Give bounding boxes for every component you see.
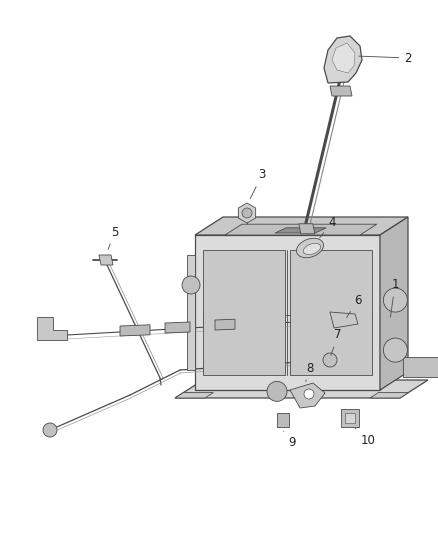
Polygon shape [332, 43, 355, 73]
Polygon shape [370, 393, 408, 398]
Text: 6: 6 [346, 294, 362, 318]
Polygon shape [330, 86, 352, 96]
Polygon shape [225, 224, 377, 235]
Circle shape [242, 208, 252, 218]
Circle shape [323, 353, 337, 367]
Polygon shape [175, 393, 213, 398]
Ellipse shape [297, 238, 324, 258]
Circle shape [267, 382, 287, 401]
Polygon shape [175, 380, 428, 398]
Circle shape [182, 276, 200, 294]
Polygon shape [380, 217, 408, 390]
Polygon shape [277, 413, 289, 427]
Ellipse shape [304, 244, 321, 255]
Circle shape [383, 338, 407, 362]
Polygon shape [324, 36, 362, 83]
Circle shape [43, 423, 57, 437]
Polygon shape [195, 217, 408, 235]
Text: 8: 8 [306, 361, 314, 381]
Polygon shape [187, 255, 195, 370]
Polygon shape [290, 250, 372, 375]
Text: 5: 5 [108, 225, 119, 249]
Text: 7: 7 [331, 328, 342, 356]
Text: 3: 3 [250, 168, 266, 198]
Polygon shape [238, 203, 256, 223]
Polygon shape [330, 312, 358, 328]
Polygon shape [403, 357, 438, 377]
Polygon shape [290, 383, 325, 408]
Polygon shape [275, 228, 326, 233]
Polygon shape [299, 224, 315, 234]
Text: 4: 4 [320, 215, 336, 238]
Polygon shape [203, 250, 285, 375]
Circle shape [383, 288, 407, 312]
Text: 2: 2 [359, 52, 412, 64]
Polygon shape [345, 413, 355, 423]
Text: 9: 9 [284, 431, 296, 448]
Polygon shape [120, 325, 150, 336]
Polygon shape [195, 235, 380, 390]
Polygon shape [165, 322, 190, 333]
Polygon shape [99, 255, 113, 265]
Text: 10: 10 [355, 428, 375, 447]
Polygon shape [37, 317, 67, 340]
Polygon shape [215, 319, 235, 330]
Text: 1: 1 [390, 279, 399, 317]
Circle shape [304, 389, 314, 399]
Polygon shape [341, 409, 359, 427]
